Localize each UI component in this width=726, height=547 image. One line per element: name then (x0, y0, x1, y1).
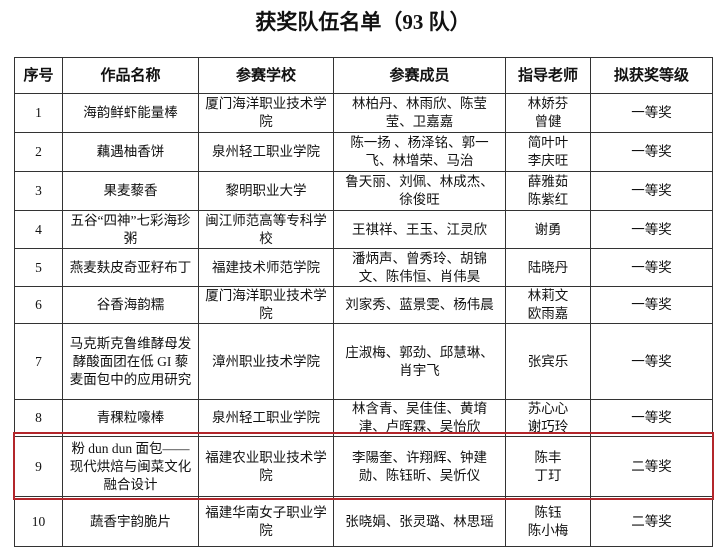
cell: 闽江师范高等专科学校 (198, 210, 334, 249)
header-cell: 拟获奖等级 (590, 57, 713, 94)
teacher-name: 李庆旺 (527, 153, 569, 168)
teacher-name: 陈小梅 (527, 522, 569, 538)
cell: 鲁天丽、刘佩、林成杰、徐俊旺 (333, 171, 506, 211)
cell: 2 (14, 132, 63, 172)
title: 获奖队伍名单（93 队） (255, 10, 471, 34)
table-row: 2 藕遇柚香饼 泉州轻工职业学院 陈一扬 、杨泽铭、郭一飞、林增荣、马治 简叶叶 李庆旺一… (14, 132, 713, 172)
cell: 潘炳声、曾秀玲、胡锦文、陈伟恒、肖伟昊 (333, 248, 506, 287)
cell: 厦门海洋职业技术学院 (198, 286, 334, 324)
teacher-name: 林莉文 (527, 288, 569, 303)
teacher-name: 陈钰 (534, 504, 562, 520)
teacher-name: 简叶叶 (527, 135, 569, 150)
cell: 一等奖 (590, 132, 713, 172)
cell: 果麦藜香 (62, 171, 199, 211)
header-cell: 序号 (14, 57, 63, 94)
teacher-name: 陆晓丹 (527, 259, 569, 275)
cell: 陆晓丹 (505, 248, 591, 287)
teacher-name: 谢勇 (534, 221, 562, 237)
cell: 10 (14, 496, 63, 547)
teacher-name: 苏心心 (527, 401, 569, 416)
table-row: 10 蔬香宇韵脆片 福建华南女子职业学院 张晓娟、张灵璐、林思瑶 陈钰 陈小梅 二等奖 (14, 496, 713, 547)
table-row: 5 燕麦麸皮奇亚籽布丁 福建技术师范学院 潘炳声、曾秀玲、胡锦文、陈伟恒、肖伟昊 陆晓丹… (14, 248, 713, 287)
cell: 林娇芬 曾健 (505, 93, 591, 133)
cell: 简叶叶 李庆旺 (505, 132, 591, 172)
cell: 五谷“四神”七彩海珍粥 (62, 210, 199, 249)
cell: 陈一扬 、杨泽铭、郭一飞、林增荣、马治 (333, 132, 506, 172)
cell: 林莉文 欧雨嘉 (505, 286, 591, 324)
teacher-name: 欧雨嘉 (527, 306, 569, 321)
cell: 泉州轻工职业学院 (198, 399, 334, 437)
teacher-name: 薛雅茹 (527, 174, 569, 189)
cell: 一等奖 (590, 171, 713, 211)
cell: 一等奖 (590, 210, 713, 249)
cell: 海韵鲜虾能量棒 (62, 93, 199, 133)
teacher-name: 陈丰 (534, 449, 562, 465)
header-cell: 作品名称 (62, 57, 199, 94)
cell: 马克斯克鲁维酵母发酵酸面团在低 GI 藜麦面包中的应用研究 (62, 323, 199, 400)
cell: 张宾乐 (505, 323, 591, 400)
cell: 福建技术师范学院 (198, 248, 334, 287)
teacher-name: 丁玎 (534, 467, 562, 483)
table-row: 4 五谷“四神”七彩海珍粥 闽江师范高等专科学校 王祺祥、王玉、江灵欣 谢勇 一等奖 (14, 210, 713, 249)
cell: 苏心心 谢巧玲 (505, 399, 591, 437)
cell: 庄淑梅、郭劲、邱慧琳、肖宇飞 (333, 323, 506, 400)
cell: 张晓娟、张灵璐、林思瑶 (333, 496, 506, 547)
cell: 福建农业职业技术学院 (198, 436, 334, 497)
header-row: 序号 作品名称 参赛学校 参赛成员 指导老师 拟获奖等级 (14, 57, 713, 94)
cell: 一等奖 (590, 286, 713, 324)
cell: 青稞粒嚎棒 (62, 399, 199, 437)
table-row: 1 海韵鲜虾能量棒 厦门海洋职业技术学院 林柏丹、林雨欣、陈莹莹、卫嘉嘉 林娇芬 曾健 一等… (14, 93, 713, 133)
cell: 二等奖 (590, 496, 713, 547)
cell: 薛雅茹 陈紫红 (505, 171, 591, 211)
header-cell: 参赛学校 (198, 57, 334, 94)
cell: 二等奖 (590, 436, 713, 497)
cell: 黎明职业大学 (198, 171, 334, 211)
cell: 一等奖 (590, 399, 713, 437)
cell: 藕遇柚香饼 (62, 132, 199, 172)
cell: 林含青、吴佳佳、黄堉津、卢晖霖、吴怡欣 (333, 399, 506, 437)
cell: 谢勇 (505, 210, 591, 249)
header-cell: 参赛成员 (333, 57, 506, 94)
table-row: 7 马克斯克鲁维酵母发酵酸面团在低 GI 藜麦面包中的应用研究 漳州职业技术学院 庄淑… (14, 323, 713, 400)
cell: 林柏丹、林雨欣、陈莹莹、卫嘉嘉 (333, 93, 506, 133)
cell: 蔬香宇韵脆片 (62, 496, 199, 547)
cell: 李陽奎、许翔辉、钟建勋、陈钰昕、吴忻仪 (333, 436, 506, 497)
cell: 5 (14, 248, 63, 287)
teacher-name: 张宾乐 (527, 353, 569, 369)
cell: 9 (14, 436, 63, 497)
cell: 6 (14, 286, 63, 324)
award-table: 序号 作品名称 参赛学校 参赛成员 指导老师 拟获奖等级 1 海韵鲜虾能量棒 厦门海洋职业技术… (14, 57, 713, 547)
cell: 3 (14, 171, 63, 211)
cell: 漳州职业技术学院 (198, 323, 334, 400)
cell: 王祺祥、王玉、江灵欣 (333, 210, 506, 249)
cell: 4 (14, 210, 63, 249)
cell: 燕麦麸皮奇亚籽布丁 (62, 248, 199, 287)
cell: 泉州轻工职业学院 (198, 132, 334, 172)
cell: 陈丰 丁玎 (505, 436, 591, 497)
cell: 厦门海洋职业技术学院 (198, 93, 334, 133)
header-cell: 指导老师 (505, 57, 591, 94)
teacher-name: 谢巧玲 (527, 419, 569, 434)
cell: 福建华南女子职业学院 (198, 496, 334, 547)
cell: 1 (14, 93, 63, 133)
cell: 一等奖 (590, 248, 713, 287)
cell: 7 (14, 323, 63, 400)
teacher-name: 曾健 (534, 114, 562, 129)
cell: 8 (14, 399, 63, 437)
cell: 粉 dun dun 面包——现代烘焙与闽菜文化融合设计 (62, 436, 199, 497)
cell: 一等奖 (590, 323, 713, 400)
teacher-name: 陈紫红 (527, 192, 569, 207)
cell: 谷香海韵糯 (62, 286, 199, 324)
table-body: 1 海韵鲜虾能量棒 厦门海洋职业技术学院 林柏丹、林雨欣、陈莹莹、卫嘉嘉 林娇芬 曾健 一等… (14, 93, 713, 547)
table-row: 8 青稞粒嚎棒 泉州轻工职业学院 林含青、吴佳佳、黄堉津、卢晖霖、吴怡欣 苏心心 谢巧玲一… (14, 399, 713, 437)
cell: 一等奖 (590, 93, 713, 133)
cell: 陈钰 陈小梅 (505, 496, 591, 547)
teacher-name: 林娇芬 (527, 96, 569, 111)
table-row: 3 果麦藜香 黎明职业大学 鲁天丽、刘佩、林成杰、徐俊旺 薛雅茹 陈紫红 一等奖 (14, 171, 713, 211)
table-row: 6 谷香海韵糯 厦门海洋职业技术学院 刘家秀、蓝景雯、杨伟晨 林莉文 欧雨嘉 一等奖 (14, 286, 713, 324)
cell: 刘家秀、蓝景雯、杨伟晨 (333, 286, 506, 324)
